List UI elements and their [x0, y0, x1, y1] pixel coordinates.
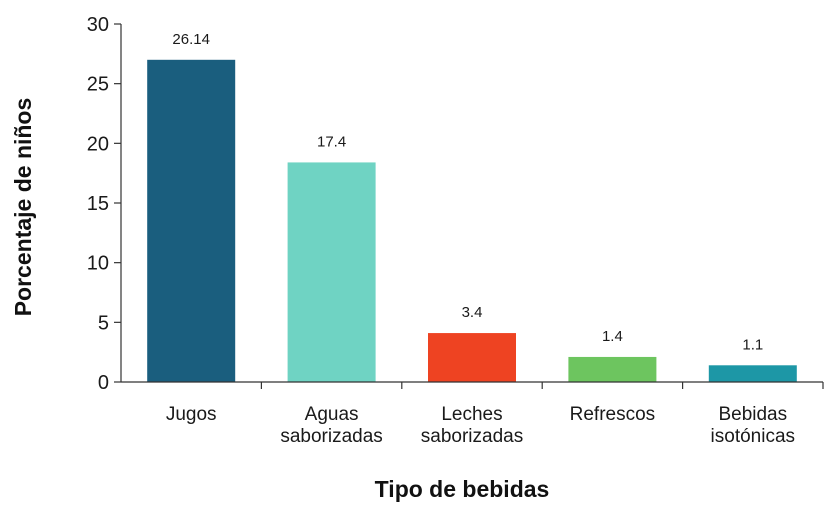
- x-axis-ticks: Jugos Aguas saborizadas Leches saborizadas Re…: [166, 382, 824, 447]
- y-tick-label: 25: [87, 74, 109, 96]
- y-tick-label: 15: [87, 193, 109, 215]
- bars: [147, 59, 797, 383]
- bar: [708, 365, 797, 382]
- y-axis-title: Porcentaje de niños: [10, 98, 36, 317]
- data-labels: 26.14 17.4 3.4 1.4 1.1: [172, 31, 763, 353]
- bar: [147, 59, 236, 383]
- x-tick-label: Bebidas isotónicas: [711, 404, 796, 447]
- data-label: 1.1: [742, 336, 763, 353]
- x-tick-label: Refrescos: [570, 404, 656, 425]
- bar: [568, 356, 657, 382]
- bar: [428, 333, 516, 382]
- bar: [287, 162, 376, 382]
- x-axis-title: Tipo de bebidas: [375, 476, 550, 502]
- data-label: 3.4: [462, 304, 483, 321]
- y-tick-label: 10: [87, 253, 109, 275]
- y-axis-ticks: 0 5 10 15 20 25 30: [87, 14, 121, 394]
- x-tick-label: Leches saborizadas: [421, 404, 523, 447]
- x-tick-label: Jugos: [166, 404, 217, 425]
- data-label: 1.4: [602, 328, 623, 345]
- x-tick-label: Aguas saborizadas: [280, 404, 382, 447]
- y-tick-label: 20: [87, 133, 109, 155]
- data-label: 17.4: [317, 133, 346, 150]
- y-tick-label: 5: [98, 312, 109, 334]
- y-tick-label: 30: [87, 14, 109, 36]
- y-tick-label: 0: [98, 372, 109, 394]
- data-label: 26.14: [172, 31, 210, 48]
